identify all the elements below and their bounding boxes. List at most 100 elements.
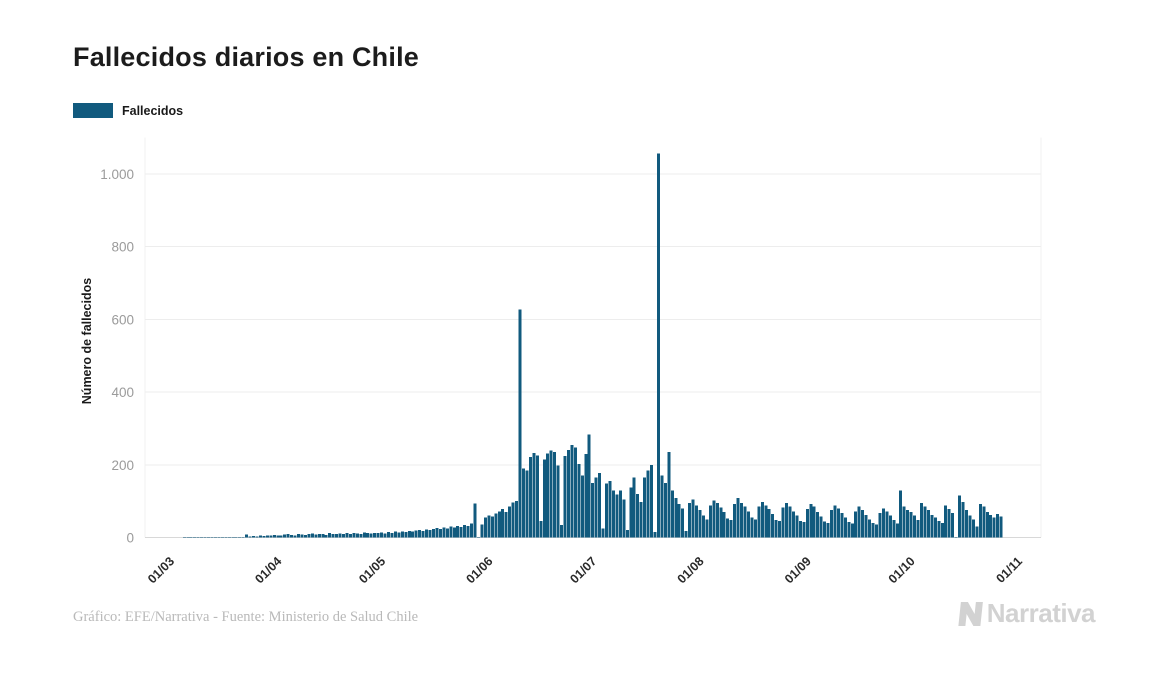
bar[interactable] (317, 533, 321, 538)
bar[interactable] (348, 534, 352, 538)
bar[interactable] (632, 477, 636, 538)
bar[interactable] (470, 523, 474, 538)
bar[interactable] (670, 490, 674, 538)
bar[interactable] (342, 533, 346, 538)
bar[interactable] (774, 520, 778, 538)
bar[interactable] (283, 534, 287, 538)
bar[interactable] (252, 536, 256, 538)
bar[interactable] (639, 501, 643, 538)
bar[interactable] (978, 504, 982, 538)
bar[interactable] (297, 533, 301, 538)
bar[interactable] (733, 504, 737, 538)
bar[interactable] (895, 523, 899, 538)
bar[interactable] (387, 532, 390, 538)
bar[interactable] (490, 516, 494, 538)
bar[interactable] (359, 533, 363, 538)
bar[interactable] (404, 532, 408, 538)
bar[interactable] (508, 506, 512, 538)
bar[interactable] (566, 449, 570, 538)
bar[interactable] (740, 502, 744, 538)
bar[interactable] (504, 512, 508, 538)
bar[interactable] (335, 534, 339, 538)
bar[interactable] (393, 531, 397, 538)
bar[interactable] (438, 529, 442, 538)
bar[interactable] (996, 513, 1000, 538)
bar[interactable] (764, 505, 768, 538)
bar[interactable] (265, 535, 269, 538)
bar[interactable] (598, 472, 602, 538)
bar[interactable] (861, 509, 865, 538)
bar[interactable] (902, 506, 906, 538)
bar[interactable] (688, 502, 692, 538)
bar[interactable] (245, 534, 249, 538)
bar[interactable] (885, 511, 889, 538)
bar[interactable] (698, 510, 702, 538)
bar[interactable] (791, 511, 795, 538)
bar[interactable] (328, 533, 332, 538)
bar[interactable] (248, 536, 252, 538)
bar[interactable] (362, 532, 366, 538)
bar[interactable] (826, 522, 830, 538)
bar[interactable] (497, 511, 501, 538)
bar[interactable] (456, 525, 460, 538)
bar[interactable] (241, 536, 245, 538)
bar[interactable] (798, 520, 802, 538)
bar[interactable] (906, 510, 910, 538)
bar[interactable] (463, 524, 467, 538)
bar[interactable] (480, 524, 484, 538)
bar[interactable] (622, 499, 626, 538)
bar[interactable] (913, 515, 917, 538)
bar[interactable] (871, 522, 875, 538)
bar[interactable] (663, 482, 667, 538)
bar[interactable] (262, 536, 266, 538)
bar[interactable] (833, 505, 837, 538)
bar[interactable] (331, 533, 335, 538)
bar[interactable] (944, 505, 948, 538)
bar[interactable] (373, 532, 377, 538)
bar[interactable] (785, 502, 789, 538)
bar[interactable] (314, 534, 318, 538)
bar[interactable] (875, 524, 878, 538)
bar[interactable] (549, 450, 553, 538)
bar[interactable] (729, 520, 733, 538)
bar[interactable] (258, 535, 262, 538)
bar[interactable] (324, 534, 328, 538)
bar[interactable] (445, 528, 449, 538)
bar[interactable] (757, 506, 761, 538)
bar[interactable] (418, 529, 422, 538)
bar[interactable] (345, 533, 349, 538)
bars-group[interactable] (182, 153, 1003, 538)
bar[interactable] (591, 482, 595, 538)
bar[interactable] (535, 455, 539, 538)
bar[interactable] (836, 508, 840, 538)
bar[interactable] (708, 505, 712, 538)
bar[interactable] (674, 498, 678, 538)
bar[interactable] (677, 504, 681, 538)
bar[interactable] (999, 516, 1003, 538)
bar[interactable] (539, 521, 543, 538)
bar[interactable] (269, 535, 273, 538)
bar[interactable] (643, 477, 647, 538)
bar[interactable] (542, 459, 546, 538)
bar[interactable] (414, 530, 418, 538)
bar[interactable] (556, 465, 560, 538)
bar[interactable] (286, 534, 290, 538)
bar[interactable] (483, 517, 487, 538)
bar[interactable] (989, 514, 993, 538)
bar[interactable] (712, 500, 716, 538)
bar[interactable] (380, 532, 384, 538)
bar[interactable] (937, 521, 941, 538)
bar[interactable] (615, 494, 619, 538)
bar[interactable] (767, 509, 771, 538)
bar[interactable] (611, 490, 615, 538)
bar[interactable] (878, 512, 882, 538)
bar[interactable] (909, 512, 913, 538)
bar[interactable] (864, 514, 868, 538)
bar[interactable] (947, 509, 951, 538)
bar[interactable] (923, 506, 927, 538)
bar[interactable] (560, 524, 564, 538)
bar[interactable] (715, 502, 719, 538)
bar[interactable] (868, 519, 872, 538)
bar[interactable] (390, 532, 394, 538)
bar[interactable] (605, 483, 609, 538)
